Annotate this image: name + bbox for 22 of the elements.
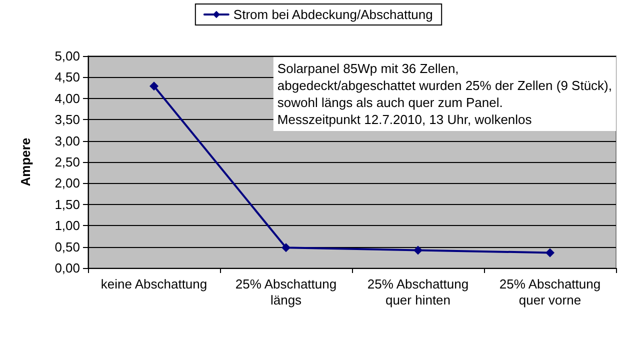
y-tick-label: 1,00 bbox=[54, 218, 80, 234]
y-tick-label: 4,00 bbox=[54, 90, 80, 106]
y-tick-label: 3,50 bbox=[54, 112, 80, 128]
y-tick-label: 4,50 bbox=[54, 70, 80, 85]
point bbox=[282, 243, 290, 252]
y-tick-label: 1,50 bbox=[54, 196, 80, 212]
x-tick-label: keine Abschattung bbox=[100, 276, 208, 292]
y-tick-label: 3,00 bbox=[54, 133, 80, 148]
y-tick-label: 5,00 bbox=[54, 48, 80, 64]
point bbox=[150, 82, 158, 91]
legend-label: Strom bei Abdeckung/Abschattung bbox=[233, 7, 433, 22]
x-tick-label: 25% Abschattung quer vorne bbox=[499, 276, 601, 308]
point bbox=[414, 246, 422, 255]
x-tick-label: 25% Abschattung quer hinten bbox=[367, 276, 469, 308]
y-tick-label: 2,00 bbox=[54, 176, 80, 191]
annotation: Solarpanel 85Wp mit 36 Zellen, abgedeckt/abgeschattet wurden 25% der Zellen (9 Stück), sowohl längs als auch quer zum Panel. Messzeitpunkt 12.7.2010, 13 Uhr, wolkenlos bbox=[277, 61, 612, 127]
y-tick-label: 2,50 bbox=[54, 154, 80, 170]
y-tick-label: 0,00 bbox=[54, 260, 80, 276]
y-axis-title: Ampere bbox=[18, 138, 33, 186]
point bbox=[546, 248, 554, 258]
y-tick-label: 0,50 bbox=[54, 239, 80, 254]
x-tick-label: 25% Abschattung längs bbox=[235, 276, 337, 308]
